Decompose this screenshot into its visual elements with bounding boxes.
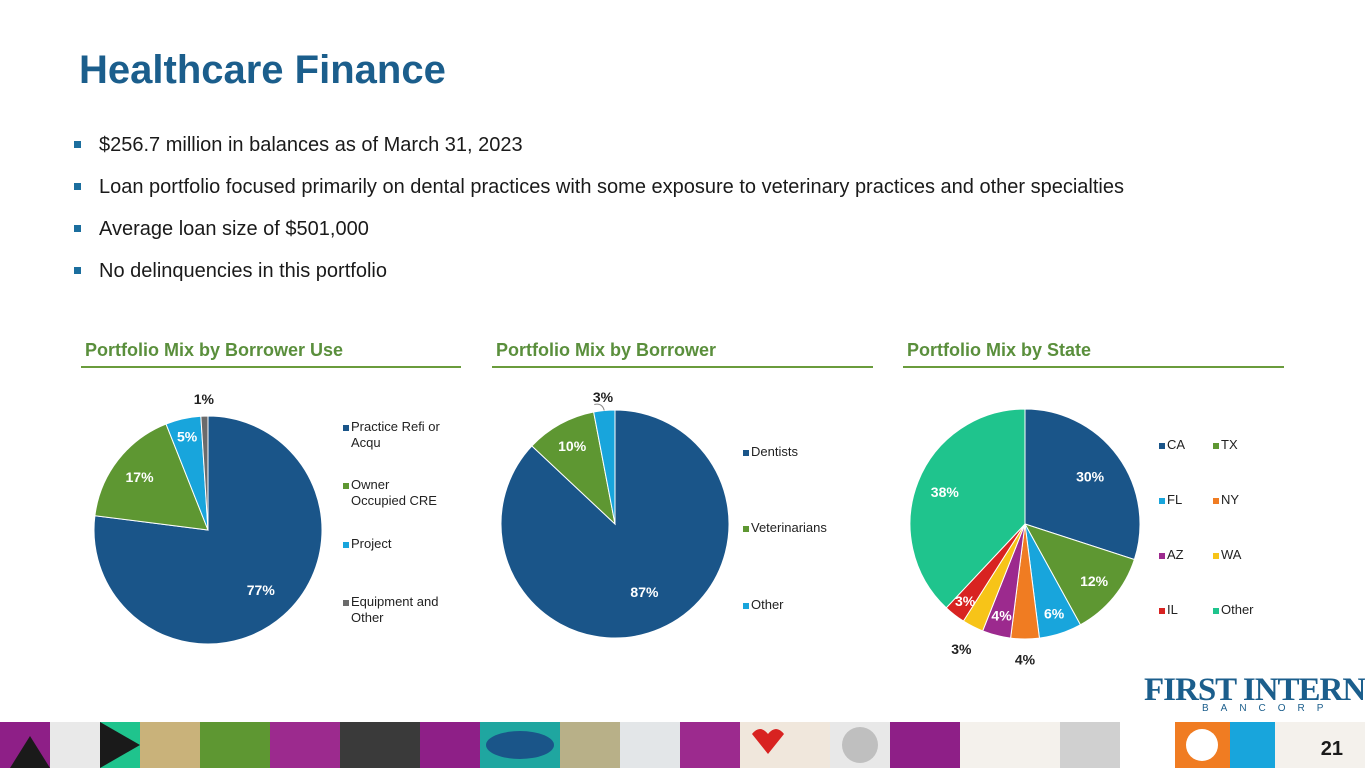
legend-label: Practice Refi or <box>351 419 441 434</box>
legend-swatch <box>1159 553 1165 559</box>
data-label: 87% <box>630 584 659 600</box>
legend-label: Equipment and <box>351 594 438 609</box>
legend-label: NY <box>1221 492 1239 507</box>
decorative-footer-banner <box>0 722 1365 768</box>
legend-swatch <box>1159 443 1165 449</box>
pie-slice-other <box>909 408 1026 609</box>
bullet-text: Average loan size of $501,000 <box>99 218 369 240</box>
data-label: 3% <box>951 641 972 657</box>
data-label: 3% <box>593 389 614 405</box>
data-label: 17% <box>126 469 155 485</box>
legend-label: TX <box>1221 437 1238 452</box>
data-label: 30% <box>1076 469 1105 485</box>
bullet-square-icon <box>74 267 81 274</box>
logo-sub-text: BANCORP <box>1202 703 1336 714</box>
legend-swatch <box>343 600 349 606</box>
legend-label: Veterinarians <box>751 520 827 535</box>
bullet-square-icon <box>74 183 81 190</box>
bullet-text: $256.7 million in balances as of March 3… <box>99 134 523 156</box>
legend-label: Project <box>351 536 392 551</box>
bullet-item: Average loan size of $501,000 <box>74 214 1124 256</box>
data-label: 5% <box>177 429 198 445</box>
legend-swatch <box>1213 553 1219 559</box>
legend-swatch <box>1159 608 1165 614</box>
bullet-square-icon <box>74 141 81 148</box>
logo-main-text: FIRST INTERNET <box>1144 672 1365 708</box>
legend-label: CA <box>1167 437 1185 452</box>
legend-label: Acqu <box>351 435 381 450</box>
pie-slice-equipment-and-other <box>200 415 209 531</box>
bullet-square-icon <box>74 225 81 232</box>
bullet-text: Loan portfolio focused primarily on dent… <box>99 176 1124 198</box>
legend-swatch <box>1159 498 1165 504</box>
legend-label: WA <box>1221 547 1242 562</box>
legend-label: FL <box>1167 492 1182 507</box>
legend-label: IL <box>1167 602 1178 617</box>
legend-swatch <box>743 603 749 609</box>
legend-label: Other <box>1221 602 1254 617</box>
legend-label: Occupied CRE <box>351 493 437 508</box>
legend-swatch <box>343 483 349 489</box>
pie-slice-tx <box>1023 523 1136 626</box>
bullet-item: No delinquencies in this portfolio <box>74 256 1124 298</box>
legend-label: Other <box>351 610 384 625</box>
bullet-list: $256.7 million in balances as of March 3… <box>74 130 1124 298</box>
chart-title-state: Portfolio Mix by State <box>903 340 1284 368</box>
legend-swatch <box>743 450 749 456</box>
data-label: 77% <box>247 582 276 598</box>
page-number: 21 <box>1320 738 1343 760</box>
company-logo: FIRST INTERNET BANCORP <box>1140 672 1365 716</box>
legend-swatch <box>1213 443 1219 449</box>
legend-swatch <box>343 425 349 431</box>
chart-title-borrower-use: Portfolio Mix by Borrower Use <box>81 340 461 368</box>
leader-line <box>594 403 605 411</box>
data-label: 10% <box>558 438 587 454</box>
legend-swatch <box>743 526 749 532</box>
data-label: 12% <box>1080 573 1109 589</box>
pie-slice-veterinarians <box>531 411 616 526</box>
bullet-item: Loan portfolio focused primarily on dent… <box>74 172 1124 214</box>
legend-label: AZ <box>1167 547 1184 562</box>
page-title: Healthcare Finance <box>79 48 446 92</box>
bullet-item: $256.7 million in balances as of March 3… <box>74 130 1124 172</box>
legend-swatch <box>343 542 349 548</box>
legend-label: Owner <box>351 477 390 492</box>
data-label: 1% <box>194 391 215 407</box>
legend-swatch <box>1213 608 1219 614</box>
data-label: 4% <box>1015 652 1036 668</box>
bullet-text: No delinquencies in this portfolio <box>99 260 387 282</box>
data-label: 4% <box>991 607 1012 623</box>
data-label: 3% <box>955 593 976 609</box>
legend-swatch <box>1213 498 1219 504</box>
legend-label: Other <box>751 597 784 612</box>
pie-slice-owner-occupied-cre <box>94 423 209 531</box>
data-label: 38% <box>931 484 960 500</box>
chart-title-borrower: Portfolio Mix by Borrower <box>492 340 873 368</box>
pie-slice-ca <box>1024 408 1141 561</box>
data-label: 6% <box>1044 606 1065 622</box>
legend-label: Dentists <box>751 444 798 459</box>
